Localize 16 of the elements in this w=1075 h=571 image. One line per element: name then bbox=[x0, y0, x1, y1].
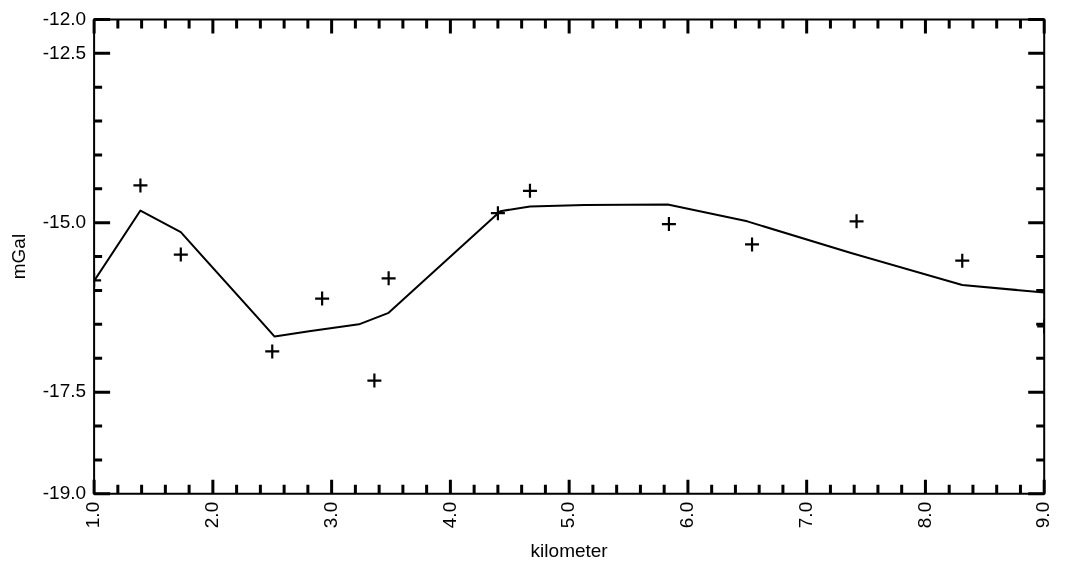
y-axis-title: mGal bbox=[7, 233, 29, 280]
y-tick-label: -12.5 bbox=[42, 41, 87, 63]
x-tick-label: 7.0 bbox=[794, 501, 816, 529]
x-tick-label: 5.0 bbox=[557, 501, 579, 529]
x-tick-label: 6.0 bbox=[676, 501, 698, 529]
x-tick-label: 9.0 bbox=[1032, 501, 1054, 529]
y-tick-label: -19.0 bbox=[42, 482, 87, 504]
x-tick-label: 2.0 bbox=[201, 501, 223, 529]
x-tick-label: 3.0 bbox=[319, 501, 341, 529]
y-tick-label: -17.5 bbox=[42, 380, 87, 402]
x-tick-label: 1.0 bbox=[82, 501, 104, 529]
y-tick-label: -15.0 bbox=[42, 210, 87, 232]
x-tick-label: 8.0 bbox=[913, 501, 935, 529]
x-tick-label: 4.0 bbox=[438, 501, 460, 529]
x-axis-title: kilometer bbox=[530, 539, 609, 561]
y-tick-label: -12.0 bbox=[42, 7, 87, 29]
